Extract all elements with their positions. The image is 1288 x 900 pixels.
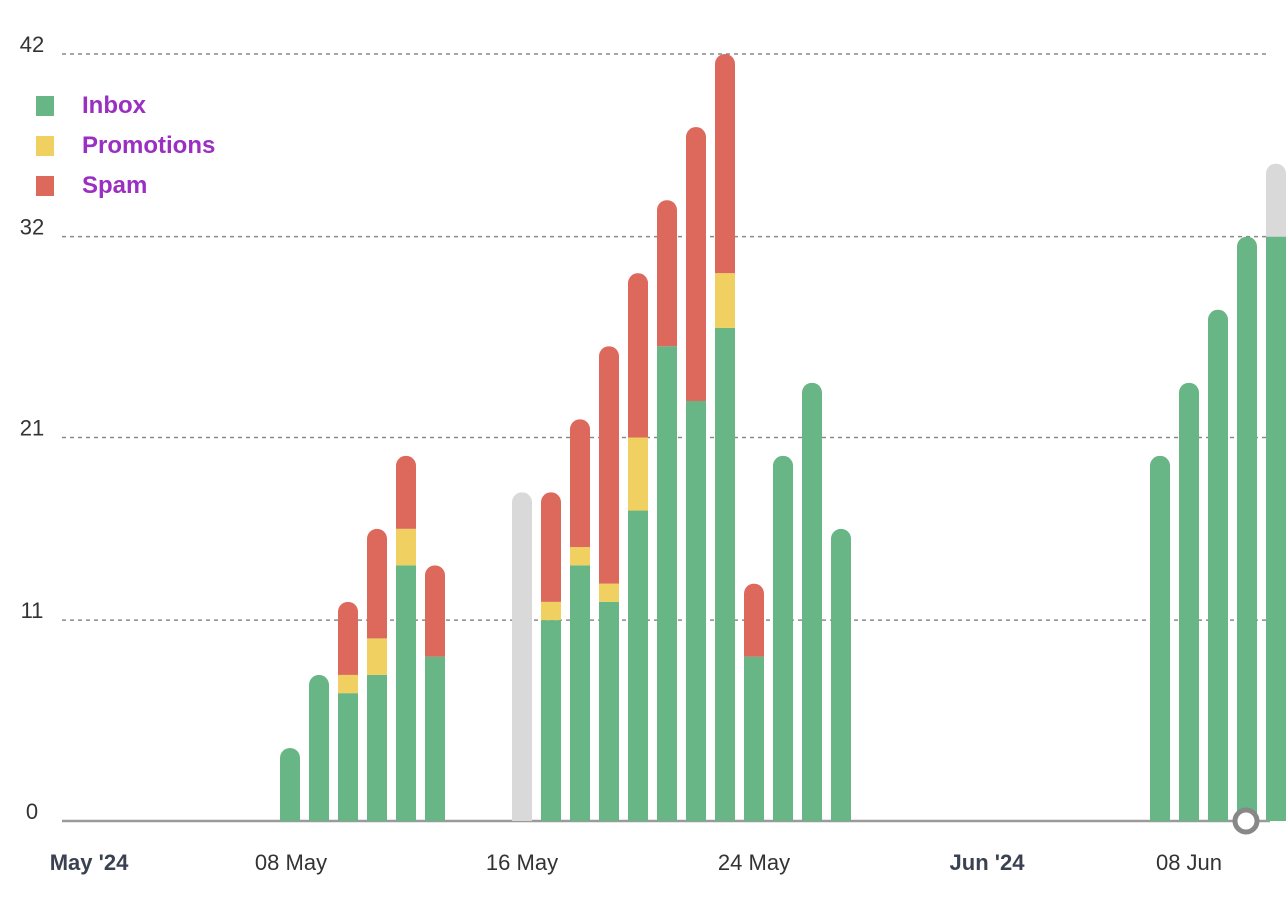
bar-segment-inbox[interactable] [628,510,648,821]
bar-segment-spam[interactable] [425,565,445,657]
y-tick-label: 32 [20,215,44,240]
bar-segment-promotions[interactable] [628,437,648,511]
legend: Inbox Promotions Spam [36,86,215,206]
legend-swatch-promotions [36,136,54,156]
bar-segment-spam[interactable] [715,54,735,274]
bar-segment-inbox[interactable] [657,346,677,821]
legend-item-promotions[interactable]: Promotions [36,126,215,166]
bar-segment-spam[interactable] [686,127,706,401]
bar-day-42[interactable] [1266,163,1286,822]
bar-segment-spam[interactable] [367,528,387,639]
legend-label: Spam [82,172,148,199]
bar-segment-inbox[interactable] [773,455,793,821]
bar-segment-promotions[interactable] [715,273,735,328]
y-tick-label: 21 [20,416,44,441]
bar-segment-spam[interactable] [338,601,358,675]
bar-segment-inbox[interactable] [1237,236,1257,822]
bar-day-17[interactable] [541,492,561,821]
bar-segment-spam[interactable] [657,200,677,347]
bar-segment-inbox[interactable] [686,400,706,821]
x-tick-label: 08 Jun [1156,850,1222,875]
bar-segment-inbox[interactable] [599,601,619,821]
legend-item-spam[interactable]: Spam [36,166,215,206]
bar-segment-inbox[interactable] [338,693,358,821]
bar-segment-spam[interactable] [599,346,619,584]
bar-day-38[interactable] [1150,455,1170,821]
x-tick-label: 24 May [718,850,790,875]
y-tick-label: 0 [26,799,38,824]
bar-segment-inbox[interactable] [1208,309,1228,821]
bar-segment-inbox[interactable] [570,565,590,821]
bar-segment-spam[interactable] [570,419,590,548]
bar-segment-spam[interactable] [541,492,561,602]
bar-day-16[interactable] [512,492,532,821]
bar-day-11[interactable] [367,528,387,821]
bar-segment-inbox[interactable] [309,674,329,821]
bar-segment-spam[interactable] [744,583,764,657]
x-tick-label: 16 May [486,850,558,875]
bar-segment-inbox[interactable] [802,382,822,821]
bar-segment-inbox[interactable] [425,656,445,821]
bar-day-12[interactable] [396,455,416,821]
legend-item-inbox[interactable]: Inbox [36,86,215,126]
bar-segment-inbox[interactable] [744,656,764,821]
bar-segment-spam[interactable] [628,273,648,438]
bar-segment-inbox[interactable] [280,747,300,821]
bar-segment-promotions[interactable] [599,583,619,602]
bar-day-23[interactable] [715,54,735,821]
x-tick-label: May '24 [50,850,129,875]
bar-day-10[interactable] [338,601,358,821]
legend-label: Promotions [82,132,216,159]
bar-day-18[interactable] [570,419,590,821]
bar-day-19[interactable] [599,346,619,821]
bar-day-27[interactable] [831,528,851,821]
bar-segment-promotions[interactable] [396,528,416,566]
bar-day-21[interactable] [657,200,677,821]
bar-day-39[interactable] [1179,382,1199,821]
bar-day-26[interactable] [802,382,822,821]
legend-swatch-inbox [36,96,54,116]
bar-day-41[interactable] [1237,236,1257,822]
bar-day-22[interactable] [686,127,706,821]
legend-label: Inbox [82,92,146,119]
bar-day-24[interactable] [744,583,764,821]
bar-day-9[interactable] [309,674,329,821]
bar-segment-inbox[interactable] [1150,455,1170,821]
bar-segment-inbox[interactable] [367,674,387,821]
bar-segment-pending[interactable] [1266,163,1286,237]
bar-segment-inbox[interactable] [1266,236,1286,822]
x-tick-label: 08 May [255,850,327,875]
bar-day-40[interactable] [1208,309,1228,821]
bar-segment-promotions[interactable] [570,547,590,566]
y-tick-label: 42 [20,32,44,57]
bar-segment-promotions[interactable] [541,601,561,621]
bar-segment-promotions[interactable] [338,674,358,694]
bar-segment-inbox[interactable] [1179,382,1199,821]
bar-segment-inbox[interactable] [541,620,561,821]
bars [280,54,1286,822]
x-axis: May '24 08 May 16 May 24 May Jun '24 08 Jun [50,850,1222,875]
bar-day-20[interactable] [628,273,648,821]
bar-segment-spam[interactable] [396,455,416,529]
bar-segment-inbox[interactable] [831,528,851,821]
bar-segment-inbox[interactable] [715,327,735,821]
x-tick-label: Jun '24 [950,850,1026,875]
bar-day-8[interactable] [280,747,300,821]
bar-segment-promotions[interactable] [367,638,387,675]
legend-swatch-spam [36,176,54,196]
range-handle[interactable] [1232,807,1260,835]
bar-day-13[interactable] [425,565,445,821]
bar-day-25[interactable] [773,455,793,821]
bar-segment-pending[interactable] [512,492,532,821]
y-tick-label: 11 [21,598,44,623]
y-axis: 0 11 21 32 42 [20,32,44,824]
bar-segment-inbox[interactable] [396,565,416,821]
